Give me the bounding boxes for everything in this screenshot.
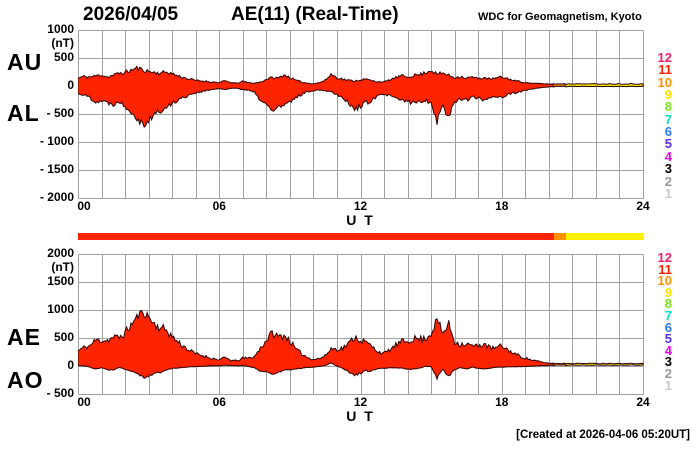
y-tick-label: - 500 <box>46 106 74 120</box>
station-count-8: 8 <box>664 99 672 115</box>
x-tick-label: 06 <box>212 199 226 213</box>
y-tick-label: 1000 <box>47 22 74 36</box>
y-tick-label: - 500 <box>46 386 74 400</box>
y-tick-label: 1500 <box>47 274 74 288</box>
au-al-plot-area <box>78 30 644 199</box>
station-count-10: 10 <box>657 273 672 289</box>
station-count-9: 9 <box>664 87 672 103</box>
quality-bar-segment <box>554 233 567 240</box>
station-count-9: 9 <box>664 284 672 300</box>
label-au: AU <box>7 49 43 75</box>
au-al-band <box>78 65 556 129</box>
station-count-11: 11 <box>658 261 672 277</box>
station-count-2: 2 <box>664 173 672 189</box>
station-count-12: 12 <box>657 250 672 265</box>
label-ao: AO <box>7 367 44 393</box>
station-count-3: 3 <box>664 354 672 370</box>
plot-date: 2026/04/05 <box>83 4 179 25</box>
y-tick-label: 1000 <box>47 302 74 316</box>
station-count-4: 4 <box>664 342 672 358</box>
station-count-10: 10 <box>657 74 672 90</box>
y-axis-unit: (nT) <box>51 36 74 50</box>
label-al: AL <box>7 100 40 126</box>
station-count-5: 5 <box>664 136 672 152</box>
station-count-1: 1 <box>664 185 672 201</box>
y-axis-unit: (nT) <box>51 260 74 274</box>
x-tick-label: 18 <box>495 199 509 213</box>
station-count-1: 1 <box>664 377 672 393</box>
y-tick-label: 2000 <box>47 246 74 260</box>
x-tick-label: 12 <box>353 395 368 409</box>
station-count-12: 12 <box>657 50 672 65</box>
ae-ao-plot-area <box>78 254 644 395</box>
ae-ao-band <box>564 362 644 366</box>
y-tick-label: 500 <box>53 50 74 64</box>
x-tick-label: 24 <box>636 395 650 409</box>
station-count-6: 6 <box>664 124 672 140</box>
y-tick-label: 500 <box>53 330 74 344</box>
station-count-5: 5 <box>664 331 672 347</box>
data-quality-bar <box>78 233 644 240</box>
x-axis-label: U T <box>346 212 375 228</box>
y-tick-label: - 1000 <box>39 134 74 148</box>
station-count-4: 4 <box>664 148 672 164</box>
created-timestamp: [Created at 2026-04-06 05:20UT] <box>516 429 690 441</box>
y-tick-label: - 2000 <box>39 190 74 204</box>
quality-bar-segment <box>78 233 555 240</box>
quality-bar-segment <box>566 233 644 240</box>
x-tick-label: 18 <box>495 395 509 409</box>
x-tick-label: 00 <box>77 199 91 213</box>
station-count-7: 7 <box>664 111 672 127</box>
y-tick-label: 0 <box>67 358 74 372</box>
x-tick-label: 06 <box>212 395 226 409</box>
plot-title: AE(11) (Real-Time) <box>231 4 399 25</box>
station-count-7: 7 <box>664 308 672 323</box>
au-al-band <box>564 82 644 88</box>
station-count-8: 8 <box>664 296 672 312</box>
station-count-2: 2 <box>664 366 672 381</box>
station-count-3: 3 <box>664 161 672 177</box>
y-tick-label: - 1500 <box>39 162 74 176</box>
ae-ao-band <box>78 309 556 381</box>
station-count-6: 6 <box>664 319 672 335</box>
label-ae: AE <box>7 324 41 350</box>
x-axis-label: U T <box>346 408 375 424</box>
station-count-11: 11 <box>658 62 672 78</box>
x-tick-label: 12 <box>353 199 368 213</box>
x-tick-label: 00 <box>77 395 91 409</box>
y-tick-label: 0 <box>67 78 74 92</box>
x-tick-label: 24 <box>636 199 650 213</box>
plot-source: WDC for Geomagnetism, Kyoto <box>478 11 642 23</box>
